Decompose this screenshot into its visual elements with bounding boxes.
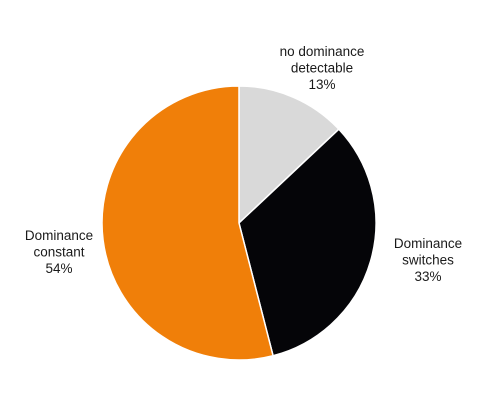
pie-slice-label-0: no dominance detectable 13% bbox=[280, 44, 365, 92]
pie-slice-percent: 13% bbox=[308, 77, 335, 92]
pie-slice-percent: 54% bbox=[45, 261, 72, 276]
pie-slices bbox=[101, 85, 377, 361]
pie-slice-label-2: Dominance constant 54% bbox=[25, 228, 93, 276]
pie-slice-label-line: switches bbox=[402, 253, 454, 268]
pie-slice-2 bbox=[101, 85, 274, 361]
pie-slice-label-line: Dominance bbox=[394, 236, 462, 251]
pie-slice-label-line: Dominance bbox=[25, 228, 93, 243]
pie-slice-label-line: constant bbox=[33, 245, 84, 260]
pie-slice-1 bbox=[238, 128, 377, 357]
pie-labels: no dominance detectable 13% Dominance switch… bbox=[25, 44, 462, 284]
pie-slice-label-line: no dominance bbox=[280, 44, 365, 59]
pie-slice-0 bbox=[238, 85, 340, 224]
pie-slice-percent: 33% bbox=[414, 269, 441, 284]
pie-slice-label-line: detectable bbox=[291, 61, 353, 76]
pie-slice-label-1: Dominance switches 33% bbox=[394, 236, 462, 284]
